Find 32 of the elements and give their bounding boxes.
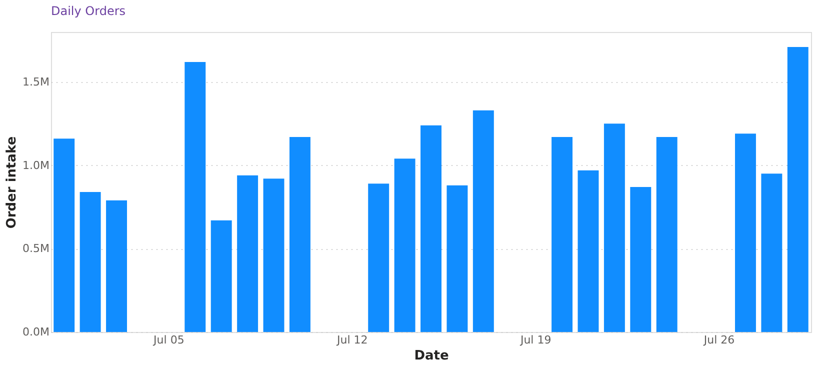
bar	[210, 220, 232, 332]
bar	[420, 125, 442, 332]
bar	[106, 200, 127, 332]
y-tick-label: 1.0M	[22, 158, 50, 172]
bar	[552, 137, 573, 332]
x-tick-label: Jul 19	[519, 334, 552, 346]
bar	[761, 174, 782, 332]
bar	[368, 184, 390, 332]
bar	[630, 187, 652, 332]
bar	[263, 178, 284, 332]
y-tick-label: 1.5M	[22, 76, 50, 88]
bar	[54, 138, 75, 332]
bar	[446, 185, 468, 332]
x-tick-label: Jul 05	[152, 334, 184, 346]
bar	[787, 47, 808, 332]
bar	[578, 170, 599, 332]
bar	[184, 62, 206, 332]
x-tick-label: Jul 26	[702, 334, 735, 346]
bar	[237, 175, 258, 332]
x-axis-title: Date	[414, 348, 449, 364]
bar	[604, 124, 625, 332]
bar	[80, 192, 101, 332]
y-tick-label: 0.0M	[22, 326, 50, 338]
chart-title: Daily Orders	[51, 4, 126, 18]
y-axis-title: Order intake	[4, 136, 20, 229]
y-tick-label: 0.5M	[22, 242, 50, 256]
bar	[289, 137, 310, 332]
x-tick-label: Jul 12	[336, 334, 368, 346]
bar	[394, 158, 416, 332]
bar	[472, 110, 494, 332]
bar	[656, 137, 678, 332]
bar	[735, 134, 756, 332]
